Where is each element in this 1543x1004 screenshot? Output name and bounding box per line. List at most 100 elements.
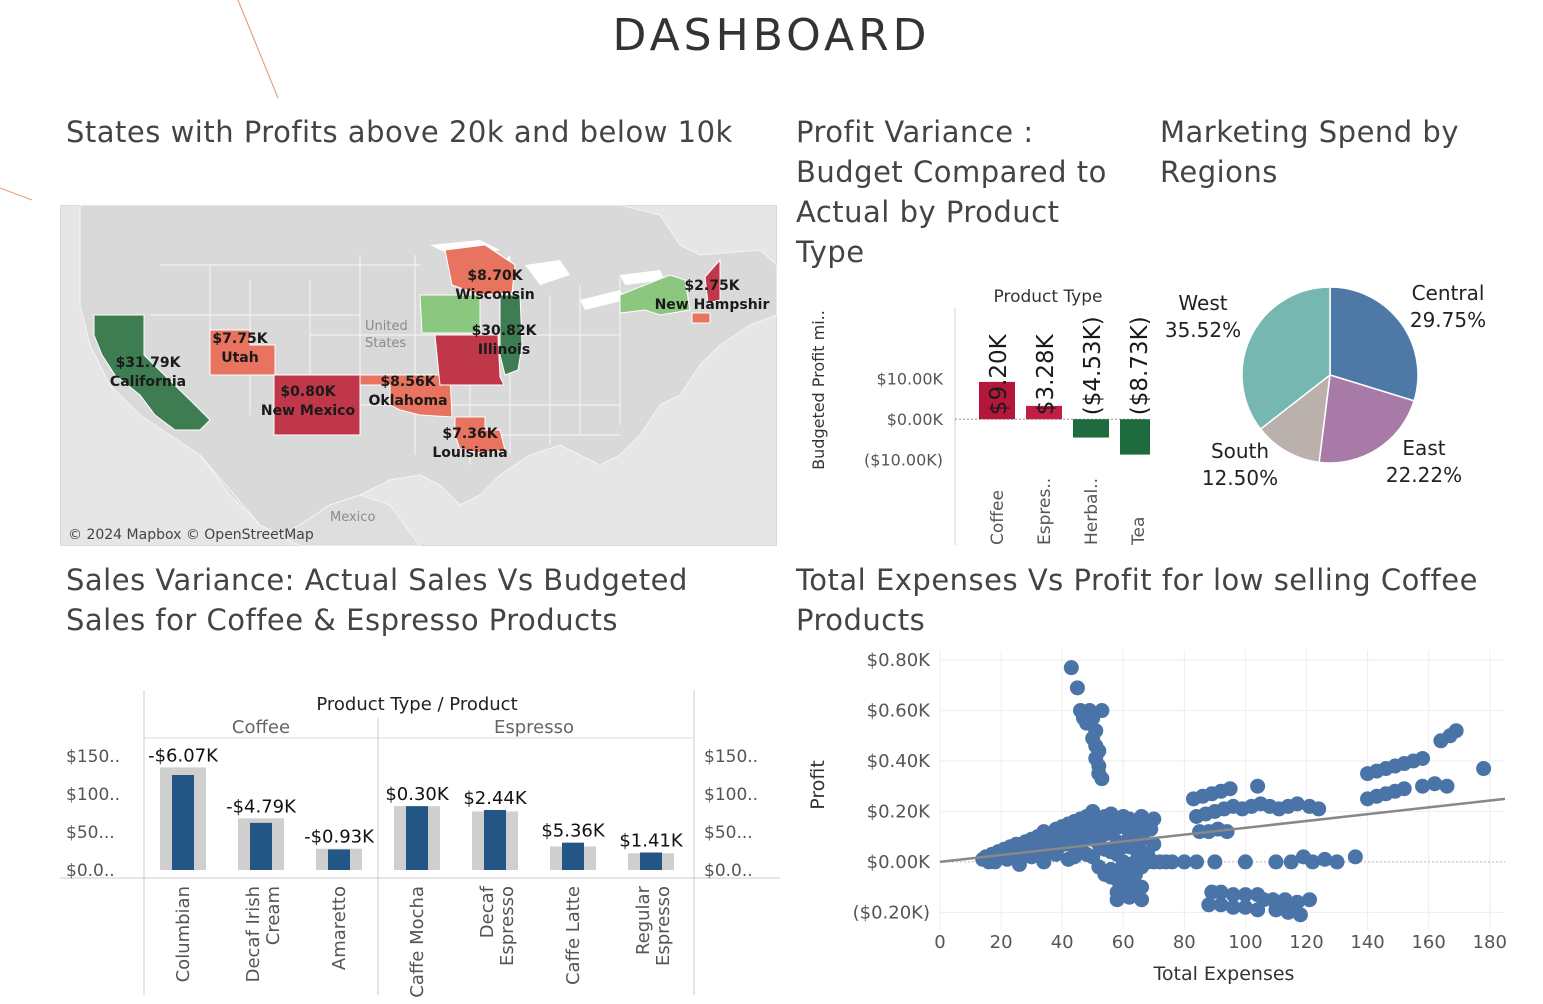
sales-actual-bar-columbian[interactable] [172, 775, 194, 870]
scatter-point[interactable] [1256, 892, 1272, 908]
scatter-trend-line [939, 797, 1506, 864]
country-label-mexico: Mexico [330, 510, 375, 525]
scatter-point[interactable] [1250, 778, 1266, 794]
us-profit-map[interactable]: United States Mexico $31.79K California $7… [60, 205, 777, 546]
profit-variance-chart[interactable]: Product Type Budgeted Profit mi.. $10.00K $… [800, 280, 1150, 550]
pie-slice-central[interactable] [1329, 286, 1419, 402]
scatter-point[interactable] [1268, 854, 1284, 870]
scatter-point[interactable] [1305, 854, 1321, 870]
sales-actual-bar-caffe-latte[interactable] [562, 842, 584, 870]
map-title: States with Profits above 20k and below … [66, 115, 733, 149]
sales-ytick-right: $0.0.. [704, 861, 753, 881]
scatter-point[interactable] [1329, 854, 1345, 870]
scatter-point[interactable] [1048, 829, 1064, 845]
scatter-point[interactable] [1317, 851, 1333, 867]
scatter-point[interactable] [1036, 834, 1052, 850]
state-new-mexico[interactable] [273, 374, 361, 436]
scatter-point[interactable] [1347, 849, 1363, 865]
scatter-point[interactable] [1103, 869, 1119, 885]
scatter-point[interactable] [1302, 892, 1318, 908]
scatter-point[interactable] [1427, 776, 1443, 792]
pie-pct-south: 12.50% [1202, 466, 1278, 490]
scatter-point[interactable] [1396, 781, 1412, 797]
scatter-point[interactable] [1277, 892, 1293, 908]
scatter-point[interactable] [1292, 907, 1308, 923]
sales-category-decaf-irish-cream: Decaf Irish [243, 886, 264, 982]
scatter-point[interactable] [1201, 897, 1217, 913]
variance-bar-coffee[interactable] [979, 381, 1015, 420]
map-credit: © 2024 Mapbox © OpenStreetMap [68, 527, 314, 543]
scatter-point[interactable] [1134, 892, 1150, 908]
state-louisiana[interactable] [454, 416, 506, 454]
scatter-point[interactable] [1011, 856, 1027, 872]
scatter-point[interactable] [1415, 750, 1431, 766]
map-state-label-wisconsin: Wisconsin [455, 287, 535, 303]
scatter-point[interactable] [1164, 854, 1180, 870]
variance-bar-espres[interactable] [1026, 405, 1062, 420]
scatter-point[interactable] [1415, 778, 1431, 794]
marketing-pie-chart[interactable]: Central 29.75% East 22.22% South 12.50% West 35… [1150, 270, 1543, 500]
scatter-point[interactable] [1311, 801, 1327, 817]
scatter-point[interactable] [1213, 884, 1229, 900]
scatter-point[interactable] [1072, 824, 1088, 840]
variance-bar-herbal[interactable] [1073, 419, 1109, 438]
scatter-point[interactable] [1283, 854, 1299, 870]
state-california[interactable] [93, 314, 211, 431]
map-state-label-new-mexico: New Mexico [261, 403, 356, 419]
scatter-point[interactable] [1225, 899, 1241, 915]
scatter-point[interactable] [987, 854, 1003, 870]
scatter-point[interactable] [1079, 846, 1095, 862]
scatter-point[interactable] [1189, 854, 1205, 870]
sales-actual-bar-decaf-irish-cream[interactable] [250, 822, 272, 870]
scatter-point[interactable] [1289, 894, 1305, 910]
state-utah[interactable] [209, 329, 276, 376]
sales-actual-bar-amaretto[interactable] [328, 849, 350, 870]
sales-actual-bar-decaf-espresso[interactable] [484, 809, 506, 870]
state-wisconsin[interactable] [444, 244, 516, 296]
scatter-point[interactable] [1094, 703, 1110, 719]
sales-group-coffee: Coffee [232, 717, 290, 738]
scatter-point[interactable] [1439, 778, 1455, 794]
scatter-point[interactable] [1268, 902, 1284, 918]
state-illinois[interactable] [499, 294, 523, 376]
scatter-point[interactable] [1222, 781, 1238, 797]
scatter-point[interactable] [1237, 854, 1253, 870]
scatter-point[interactable] [1127, 841, 1143, 857]
pie-slice-east[interactable] [1318, 374, 1416, 464]
pie-slice-south[interactable] [1259, 373, 1331, 464]
expenses-profit-scatter[interactable]: 0 20 40 60 80 100 120 140 160 180 $0.80K $0.60K $0.4… [800, 650, 1520, 1000]
scatter-point[interactable] [1094, 771, 1110, 787]
map-value-illinois: $30.82K [472, 323, 538, 339]
variance-bar-tea[interactable] [1120, 419, 1150, 455]
scatter-point[interactable] [1448, 723, 1464, 739]
scatter-xtick: 0 [934, 932, 945, 953]
sales-label-decaf-irish-cream: -$4.79K [226, 796, 297, 817]
scatter-point[interactable] [1207, 854, 1223, 870]
sales-actual-bar-caffe-mocha[interactable] [406, 806, 428, 870]
scatter-point[interactable] [1237, 899, 1253, 915]
scatter-point[interactable] [1219, 824, 1235, 840]
pie-name-west: West [1178, 291, 1227, 315]
scatter-point[interactable] [1036, 854, 1052, 870]
variance-category-herbal: Herbal.. [1082, 478, 1102, 545]
scatter-point[interactable] [1109, 892, 1125, 908]
sales-label-decaf-espresso: $2.44K [463, 788, 528, 809]
state-oklahoma[interactable] [359, 374, 453, 418]
scatter-point[interactable] [1063, 660, 1079, 676]
sales-actual-bar-regular-espresso[interactable] [640, 852, 662, 870]
scatter-point[interactable] [1237, 887, 1253, 903]
scatter-point[interactable] [1476, 761, 1492, 777]
scatter-point[interactable] [1069, 680, 1085, 696]
state-new-hampshire[interactable] [704, 258, 721, 304]
scatter-point[interactable] [1225, 887, 1241, 903]
scatter-point[interactable] [1280, 904, 1296, 920]
scatter-point[interactable] [1103, 844, 1119, 860]
scatter-point[interactable] [1176, 854, 1192, 870]
variance-ytick: $0.00K [887, 410, 944, 429]
scatter-point[interactable] [1146, 811, 1162, 827]
scatter-point[interactable] [1213, 897, 1229, 913]
sales-variance-chart[interactable]: Product Type / Product $150.. $150.. $100..… [60, 690, 780, 1000]
scatter-point[interactable] [1289, 796, 1305, 812]
sales-ytick-right: $150.. [704, 747, 758, 767]
pie-slice-west[interactable] [1241, 286, 1331, 431]
